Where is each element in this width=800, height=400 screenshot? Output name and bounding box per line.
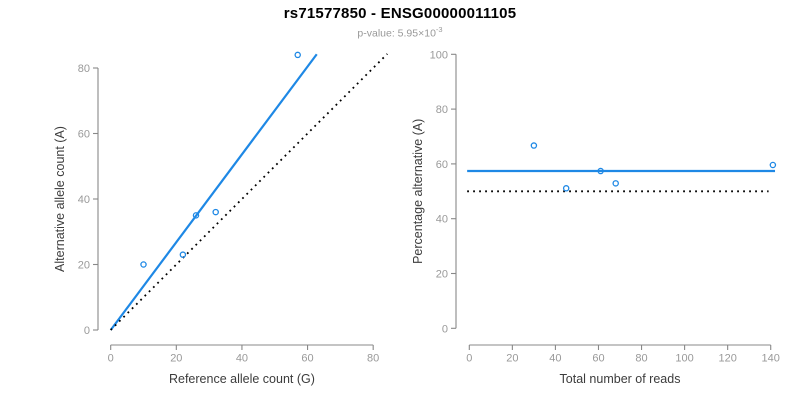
x-tick-label: 80 bbox=[635, 353, 647, 365]
y-tick-label: 20 bbox=[78, 260, 90, 272]
x-tick-label: 40 bbox=[236, 353, 248, 365]
data-point bbox=[192, 212, 200, 219]
x-tick-label: 140 bbox=[762, 353, 780, 365]
x-tick-label: 60 bbox=[592, 353, 604, 365]
fit-line bbox=[109, 53, 318, 331]
chart-allele-counts: 0 20 40 60 80 0 20 40 60 80 Reference allele count… bbox=[53, 51, 388, 386]
chart-header: rs71577850 - ENSG00000011105 p-value: 5.… bbox=[0, 5, 800, 40]
y-tick-label: 100 bbox=[430, 49, 448, 61]
y-tick-label: 60 bbox=[436, 159, 448, 171]
data-point bbox=[612, 180, 619, 187]
x-tick-label: 20 bbox=[506, 353, 518, 365]
x-tick-label: 20 bbox=[170, 353, 182, 365]
y-tick-label: 40 bbox=[78, 194, 90, 206]
y-axis-title: Percentage alternative (A) bbox=[411, 119, 425, 264]
x-tick-label: 40 bbox=[549, 353, 561, 365]
x-tick-label: 0 bbox=[108, 353, 114, 365]
x-axis-title: Reference allele count (G) bbox=[169, 372, 315, 386]
x-tick-label: 0 bbox=[466, 353, 472, 365]
y-tick-label: 60 bbox=[78, 129, 90, 141]
x-axis-title: Total number of reads bbox=[560, 372, 681, 386]
y-tick-label: 80 bbox=[436, 104, 448, 116]
data-point bbox=[179, 251, 187, 258]
data-point bbox=[140, 261, 147, 268]
pvalue-text: p-value: 5.95×10 bbox=[357, 27, 436, 40]
data-point bbox=[769, 161, 777, 169]
x-tick-label: 60 bbox=[301, 353, 313, 365]
data-point bbox=[294, 51, 301, 59]
x-tick-label: 100 bbox=[675, 353, 693, 365]
x-tick-label: 120 bbox=[718, 353, 736, 365]
y-tick-label: 80 bbox=[78, 63, 90, 75]
y-tick-label: 0 bbox=[442, 323, 448, 335]
data-point bbox=[597, 167, 604, 175]
y-tick-label: 0 bbox=[84, 325, 90, 337]
page-title: rs71577850 - ENSG00000011105 bbox=[283, 5, 517, 22]
data-point bbox=[212, 208, 219, 216]
data-point bbox=[530, 142, 538, 149]
identity-line bbox=[110, 53, 388, 331]
pvalue-subtitle: p-value: 5.95×10-3 bbox=[0, 25, 800, 40]
pvalue-exponent: -3 bbox=[435, 25, 443, 34]
y-tick-label: 40 bbox=[436, 214, 448, 226]
chart-percentage-vs-reads: 0 20 40 60 80 100 120 140 0 20 40 60 80 100 Total numb… bbox=[411, 49, 780, 386]
x-tick-label: 80 bbox=[367, 353, 379, 365]
data-point bbox=[562, 185, 570, 192]
y-tick-label: 20 bbox=[436, 269, 448, 281]
y-axis-title: Alternative allele count (A) bbox=[53, 126, 67, 272]
